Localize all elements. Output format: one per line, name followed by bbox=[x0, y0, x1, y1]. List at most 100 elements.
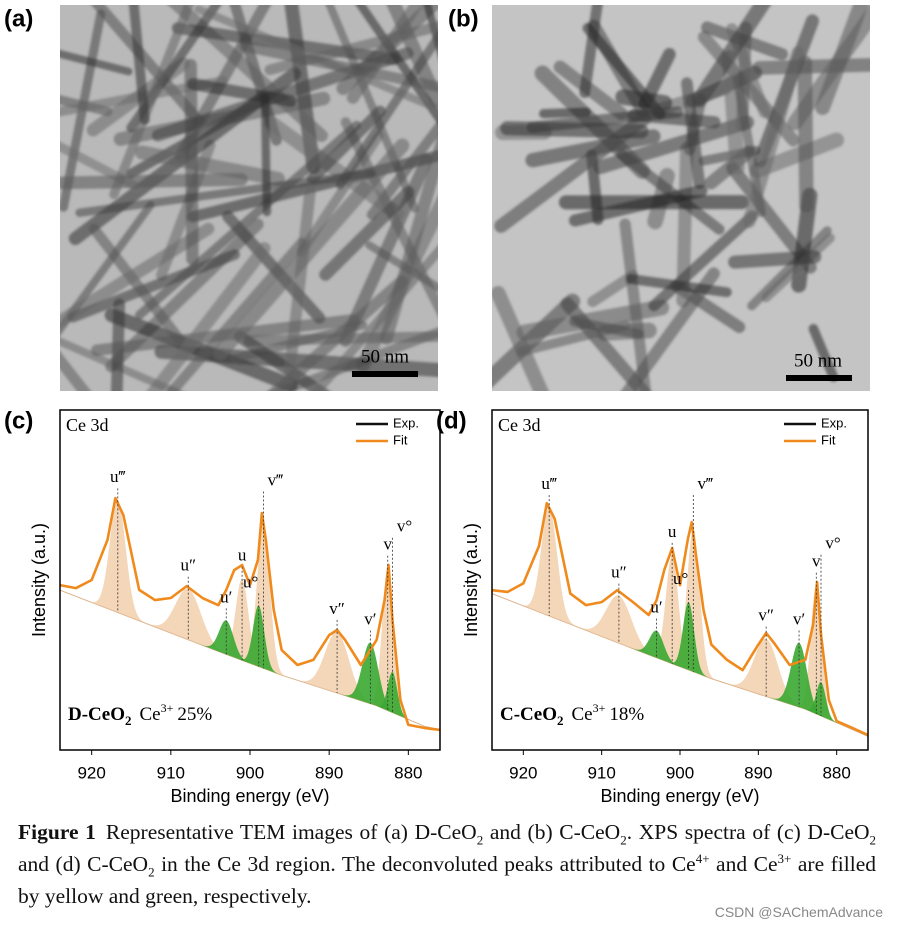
scale-bar-label: 50 nm bbox=[361, 346, 409, 367]
peak-component bbox=[197, 620, 255, 666]
tem-rod bbox=[525, 129, 661, 168]
tem-rod bbox=[808, 324, 839, 382]
tem-rods bbox=[492, 5, 870, 391]
x-tick-label: 900 bbox=[236, 763, 264, 782]
peak-component bbox=[86, 500, 150, 625]
spectrum-line bbox=[491, 501, 869, 737]
caption-text: . XPS spectra of (c) D-CeO bbox=[626, 820, 870, 844]
peak-label: u″ bbox=[611, 562, 627, 581]
sample-superscript: 3+ bbox=[593, 701, 606, 715]
tem-rod bbox=[60, 76, 228, 117]
caption-superscript: 3+ bbox=[777, 850, 792, 866]
tem-rod bbox=[213, 138, 410, 361]
peak-label: u′ bbox=[650, 597, 662, 616]
tem-rod bbox=[60, 173, 248, 190]
peak-label: u° bbox=[673, 569, 688, 588]
x-axis-label: Binding energy (eV) bbox=[170, 786, 329, 806]
tem-rod bbox=[761, 233, 835, 303]
watermark: CSDN @SAChemAdvance bbox=[714, 904, 883, 920]
tem-rod bbox=[620, 267, 720, 391]
tem-rod bbox=[335, 30, 438, 190]
xps-chart: u‴ u″ u′ u u° v‴ v″ v′ vv° 920 910 900 890 880 Binding… bbox=[4, 407, 441, 806]
figure: (a) (b) 50 nm 50 nm u‴u″u′uu°v‴v″v′vv°92… bbox=[4, 5, 870, 806]
figure-number: Figure 1 bbox=[18, 820, 96, 844]
tem-rod bbox=[184, 58, 199, 266]
caption-subscript: 2 bbox=[148, 864, 155, 880]
x-tick-label: 880 bbox=[394, 763, 422, 782]
peak-component bbox=[628, 630, 685, 669]
x-tick-label: 920 bbox=[509, 763, 537, 782]
sample-name: D-CeO bbox=[68, 704, 125, 725]
peak-component bbox=[767, 642, 831, 721]
legend-label: Exp. bbox=[393, 415, 419, 430]
peak-label: v‴ bbox=[698, 474, 714, 493]
peak-label: u′ bbox=[220, 587, 232, 606]
panel-label: (b) bbox=[448, 5, 479, 32]
legend-label: Exp. bbox=[821, 415, 847, 430]
panel-label: (d) bbox=[436, 407, 467, 434]
region-label: Ce 3d bbox=[66, 415, 109, 435]
sample-subscript: 2 bbox=[125, 713, 132, 728]
tem-rod bbox=[492, 286, 549, 391]
caption: Figure 1 Representative TEM images of (a)… bbox=[18, 816, 876, 912]
peak-label: u bbox=[238, 546, 247, 565]
peak-label: u‴ bbox=[110, 467, 126, 486]
region-label: Ce 3d bbox=[498, 415, 541, 435]
x-tick-label: 890 bbox=[315, 763, 343, 782]
caption-text: Representative TEM images of (a) D-CeO bbox=[105, 820, 477, 844]
tem-rods bbox=[60, 5, 438, 391]
caption-text: and (d) C-CeO bbox=[18, 852, 149, 876]
tem-rod bbox=[284, 182, 317, 377]
caption-subscript: 2 bbox=[869, 832, 877, 848]
panel-label: (c) bbox=[4, 407, 33, 434]
sample-label: D-CeO2 Ce3+ 25% bbox=[68, 701, 212, 728]
caption-text: and (b) C-CeO bbox=[483, 820, 621, 844]
tem-rod bbox=[681, 77, 706, 189]
peak-component bbox=[373, 671, 412, 721]
tem-rod bbox=[648, 210, 758, 312]
peak-label: u bbox=[668, 522, 677, 541]
peak-label: v° bbox=[825, 534, 840, 553]
tem-rod bbox=[60, 49, 133, 76]
tem-rod bbox=[239, 41, 438, 93]
peak-component bbox=[666, 601, 711, 679]
y-axis-label: Intensity (a.u.) bbox=[29, 523, 49, 637]
caption-text: in the Ce 3d region. The deconvoluted pe… bbox=[154, 852, 696, 876]
tem-rod bbox=[721, 50, 745, 175]
tem-rod bbox=[569, 316, 644, 339]
y-axis-label: Intensity (a.u.) bbox=[461, 523, 481, 637]
x-tick-label: 880 bbox=[822, 763, 850, 782]
sample-subscript: 2 bbox=[557, 713, 564, 728]
peak-component bbox=[236, 605, 281, 675]
spectrum-line bbox=[59, 496, 441, 732]
panel-label: (a) bbox=[4, 5, 33, 32]
x-axis-label: Binding energy (eV) bbox=[600, 786, 759, 806]
tem-rod bbox=[134, 120, 362, 320]
tem-rod bbox=[267, 275, 408, 391]
tem-rod bbox=[752, 58, 870, 75]
tem-rod bbox=[88, 223, 185, 345]
tem-rod bbox=[815, 5, 869, 115]
peak-label: v′ bbox=[793, 609, 805, 628]
x-tick-label: 900 bbox=[666, 763, 694, 782]
tem-rod bbox=[128, 5, 150, 125]
tem-rod bbox=[135, 145, 285, 187]
peak-label: v′ bbox=[364, 609, 376, 628]
tem-rod bbox=[692, 5, 771, 108]
tem-rod bbox=[67, 249, 240, 323]
caption-subscript: 2 bbox=[476, 832, 484, 848]
caption-subscript: 2 bbox=[620, 832, 627, 848]
peak-component bbox=[137, 588, 239, 660]
tem-rod bbox=[306, 105, 386, 185]
peak-label: v‴ bbox=[268, 470, 284, 489]
sample-fraction: 18% bbox=[609, 704, 644, 725]
sample-name: C-CeO bbox=[500, 704, 557, 725]
x-tick-label: 890 bbox=[744, 763, 772, 782]
tem-rod bbox=[500, 121, 649, 139]
sample-ion: Ce bbox=[571, 704, 592, 725]
x-tick-label: 910 bbox=[157, 763, 185, 782]
tem-rod bbox=[146, 242, 271, 391]
sample-ion: Ce bbox=[139, 704, 160, 725]
legend-label: Fit bbox=[393, 432, 408, 447]
